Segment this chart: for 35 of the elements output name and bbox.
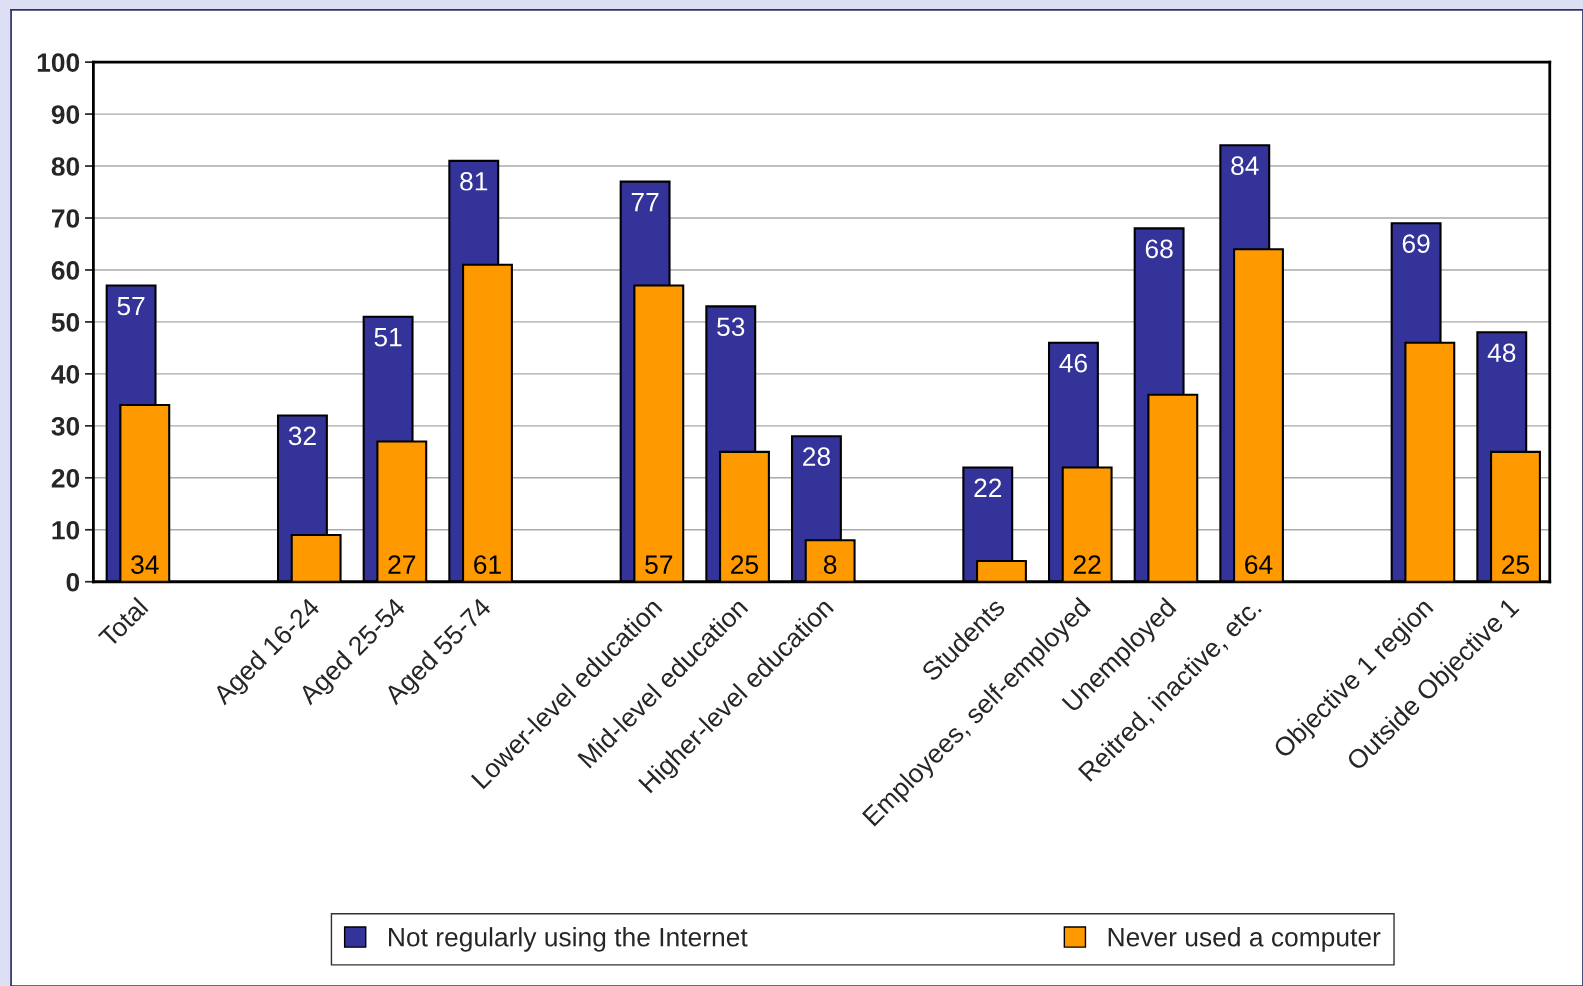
- y-tick-label: 20: [51, 468, 80, 488]
- data-label: 28: [803, 447, 830, 467]
- data-label: 61: [474, 555, 501, 574]
- data-label: 48: [1487, 343, 1516, 363]
- y-tick-label: 80: [51, 157, 80, 176]
- data-label: 25: [731, 555, 759, 574]
- y-tick-label: 60: [51, 261, 80, 280]
- legend-label: Never used a computer: [1108, 927, 1381, 952]
- y-tick-label: 30: [51, 416, 80, 436]
- data-label: 25: [1502, 555, 1530, 574]
- y-tick-label: 40: [51, 365, 80, 384]
- data-label: 27: [388, 555, 416, 574]
- data-label: 68: [1145, 239, 1173, 259]
- data-label: 51: [374, 328, 402, 347]
- y-tick-label: 0: [66, 572, 80, 592]
- data-label: 22: [1073, 555, 1101, 574]
- data-label: 46: [1059, 353, 1087, 373]
- data-label: 64: [1245, 555, 1273, 574]
- data-label: 57: [117, 296, 145, 316]
- data-label: 22: [974, 478, 1002, 497]
- data-label: 81: [460, 171, 488, 191]
- data-label: 57: [645, 555, 673, 574]
- legend-label: Not regularly using the Internet: [389, 927, 748, 952]
- y-tick-label: 90: [51, 105, 80, 124]
- data-label: 84: [1231, 156, 1259, 176]
- y-tick-label: 100: [37, 53, 80, 72]
- y-tick-label: 10: [52, 520, 80, 540]
- y-tick-label: 70: [51, 209, 80, 228]
- y-tick-label: 50: [51, 313, 80, 332]
- data-label: 69: [1402, 234, 1430, 253]
- data-label: 77: [631, 192, 659, 212]
- data-label: 34: [131, 555, 159, 574]
- data-label: 8: [823, 555, 837, 574]
- data-label: 53: [717, 317, 745, 337]
- data-label: 32: [288, 426, 316, 446]
